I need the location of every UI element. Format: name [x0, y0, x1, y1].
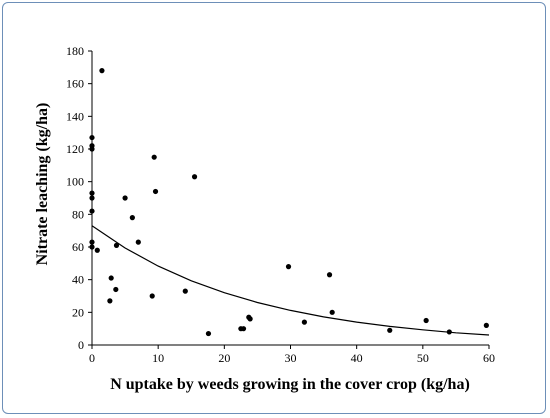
data-point — [107, 298, 113, 304]
data-point — [326, 272, 333, 278]
y-axis-title: Nitrate leaching (kg/ha) — [34, 103, 51, 266]
data-points — [89, 68, 489, 337]
data-point — [89, 208, 95, 214]
data-point — [483, 322, 489, 328]
x-tick-label: 60 — [483, 351, 495, 365]
data-point — [113, 242, 120, 248]
data-point — [247, 316, 253, 322]
y-tick-label: 60 — [72, 240, 84, 254]
y-tick-label: 180 — [66, 44, 84, 58]
data-point — [113, 286, 119, 293]
y-tick-label: 140 — [66, 109, 84, 123]
data-point — [122, 195, 128, 201]
data-point — [387, 327, 393, 333]
x-tick-label: 40 — [351, 351, 363, 365]
data-point — [301, 319, 307, 325]
x-axis-title: N uptake by weeds growing in the cover c… — [110, 376, 470, 393]
y-axis-ticks: 0 20 40 60 80 100 120 140 160 180 — [66, 44, 92, 352]
data-point — [89, 146, 95, 152]
y-tick-label: 20 — [72, 305, 84, 319]
data-point — [135, 239, 141, 245]
y-tick-label: 40 — [72, 273, 84, 287]
x-tick-label: 30 — [285, 351, 297, 365]
y-tick-label: 0 — [78, 338, 84, 352]
x-tick-label: 20 — [218, 351, 230, 365]
data-point — [94, 247, 100, 253]
data-point — [108, 275, 114, 281]
data-point — [240, 326, 247, 332]
data-point — [89, 195, 95, 201]
data-point — [89, 190, 95, 196]
data-point — [285, 264, 292, 270]
data-point — [99, 68, 105, 74]
y-tick-label: 120 — [66, 142, 84, 156]
trendline — [91, 225, 490, 336]
x-tick-label: 50 — [417, 351, 429, 365]
data-point — [446, 329, 452, 335]
y-tick-label: 80 — [72, 207, 84, 221]
y-tick-label: 160 — [66, 77, 84, 91]
x-tick-label: 10 — [152, 351, 164, 365]
y-tick-label: 100 — [66, 175, 84, 189]
data-point — [151, 154, 157, 160]
x-axis-ticks: 0 10 20 30 40 50 60 — [89, 345, 495, 365]
data-point — [329, 309, 335, 315]
data-point — [149, 293, 155, 299]
x-tick-label: 0 — [89, 351, 95, 365]
data-point — [89, 134, 95, 141]
data-point — [423, 317, 429, 324]
data-point — [129, 215, 135, 221]
data-point — [152, 188, 159, 195]
data-point — [205, 330, 212, 337]
data-point — [89, 239, 95, 245]
data-point — [182, 288, 188, 294]
data-point — [191, 174, 198, 180]
data-point — [89, 244, 95, 250]
